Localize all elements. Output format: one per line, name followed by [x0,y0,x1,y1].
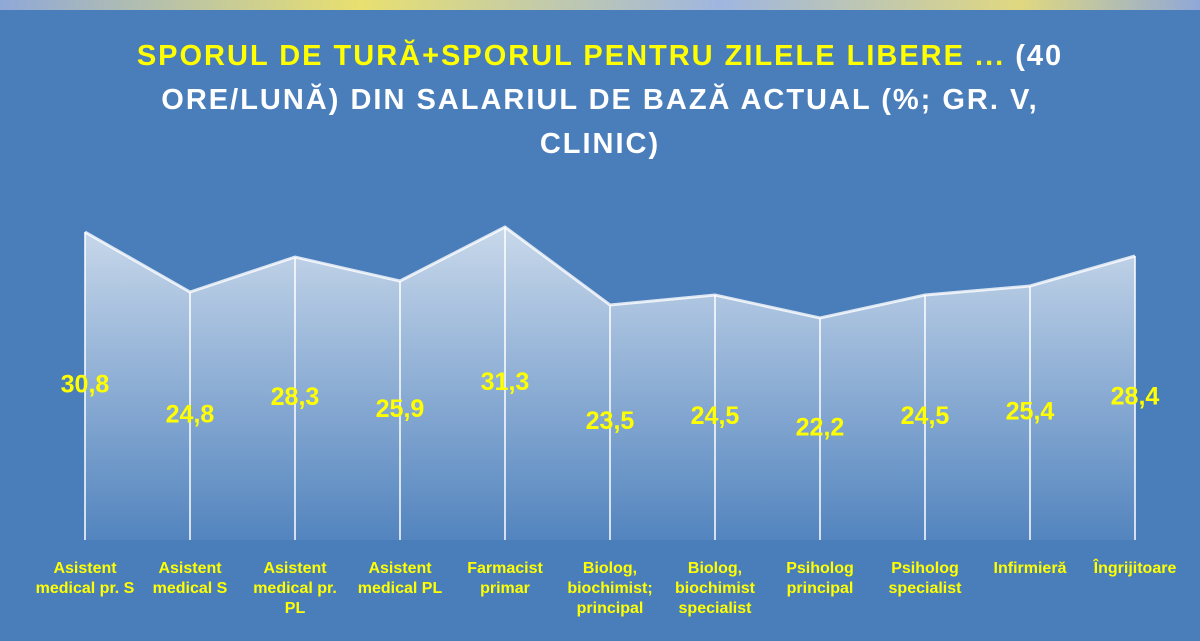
x-tick-label: Psiholog principal [786,560,854,597]
x-tick-label: Farmacist primar [467,560,543,597]
value-label: 25,4 [1006,398,1055,426]
x-tick-label: Biolog, biochimist; principal [567,560,653,617]
value-label: 22,2 [796,414,845,442]
value-label: 25,9 [376,395,425,423]
x-tick-label: Asistent medical PL [357,560,443,597]
title-part: (40 ORE/LUNĂ) DIN SALARIUL DE BAZĂ ACTUA… [161,40,1064,160]
chart-title: SPORUL DE TURĂ+SPORUL PENTRU ZILELE LIBE… [130,34,1070,166]
x-tick-label: Biolog, biochimist specialist [674,560,755,617]
x-tick-label: Îngrijitoare [1093,560,1177,577]
x-tick-label: Infirmieră [993,560,1067,577]
value-label: 31,3 [481,368,530,396]
value-label: 28,3 [271,383,320,411]
value-label: 24,8 [166,401,215,429]
x-tick-label: Psiholog specialist [888,560,962,597]
x-tick-label: Asistent medical pr. PL [253,560,337,617]
value-label: 28,4 [1111,383,1160,411]
header-strip [0,0,1200,10]
value-label: 30,8 [61,371,110,399]
x-tick-label: Asistent medical S [152,560,228,597]
value-label: 24,5 [901,402,950,430]
x-tick-label: Asistent medical pr. S [35,560,135,597]
value-label: 24,5 [691,402,740,430]
title-part: SPORUL DE TURĂ+SPORUL PENTRU ZILELE LIBE… [136,40,1006,72]
value-label: 23,5 [586,407,635,435]
